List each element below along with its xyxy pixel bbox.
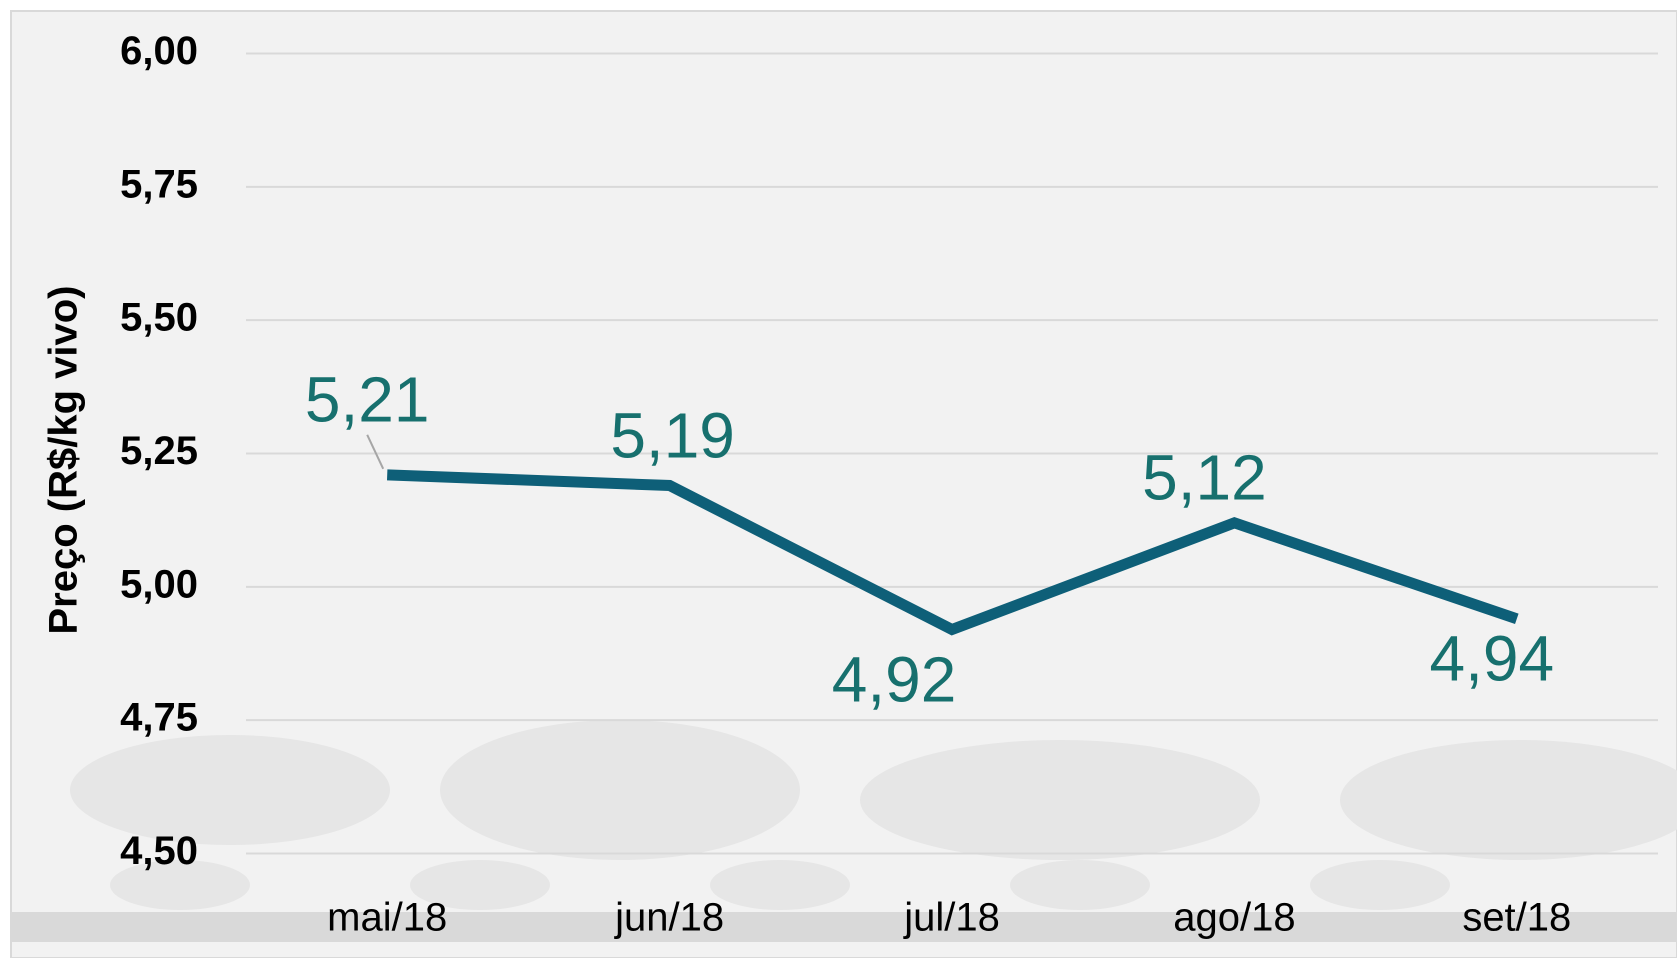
chart: Preço (R$/kg vivo) 4,50 4,75 5,00 5,25 5,50 5… <box>0 0 1677 958</box>
data-label: 4,92 <box>832 643 957 715</box>
data-label: 5,19 <box>610 399 735 471</box>
y-tick-label: 6,00 <box>120 29 198 73</box>
x-tick-label: jul/18 <box>903 896 1000 940</box>
x-tick-label: ago/18 <box>1173 896 1295 940</box>
x-tick-label: jun/18 <box>614 896 724 940</box>
y-tick-label: 5,50 <box>120 296 198 340</box>
page: Preço (R$/kg vivo) 4,50 4,75 5,00 5,25 5,50 5… <box>0 0 1677 958</box>
y-axis-label: Preço (R$/kg vivo) <box>42 285 86 634</box>
data-label: 4,94 <box>1430 623 1555 695</box>
bottom-band <box>11 912 1677 942</box>
x-tick-label: mai/18 <box>327 896 447 940</box>
y-tick-label: 5,25 <box>120 429 198 473</box>
y-tick-label: 4,75 <box>120 696 198 740</box>
y-tick-label: 5,00 <box>120 562 198 606</box>
x-tick-label: set/18 <box>1462 896 1571 940</box>
data-label: 5,21 <box>305 364 430 436</box>
y-tick-label: 5,75 <box>120 162 198 206</box>
y-tick-label: 4,50 <box>120 829 198 873</box>
data-label: 5,12 <box>1142 442 1267 514</box>
